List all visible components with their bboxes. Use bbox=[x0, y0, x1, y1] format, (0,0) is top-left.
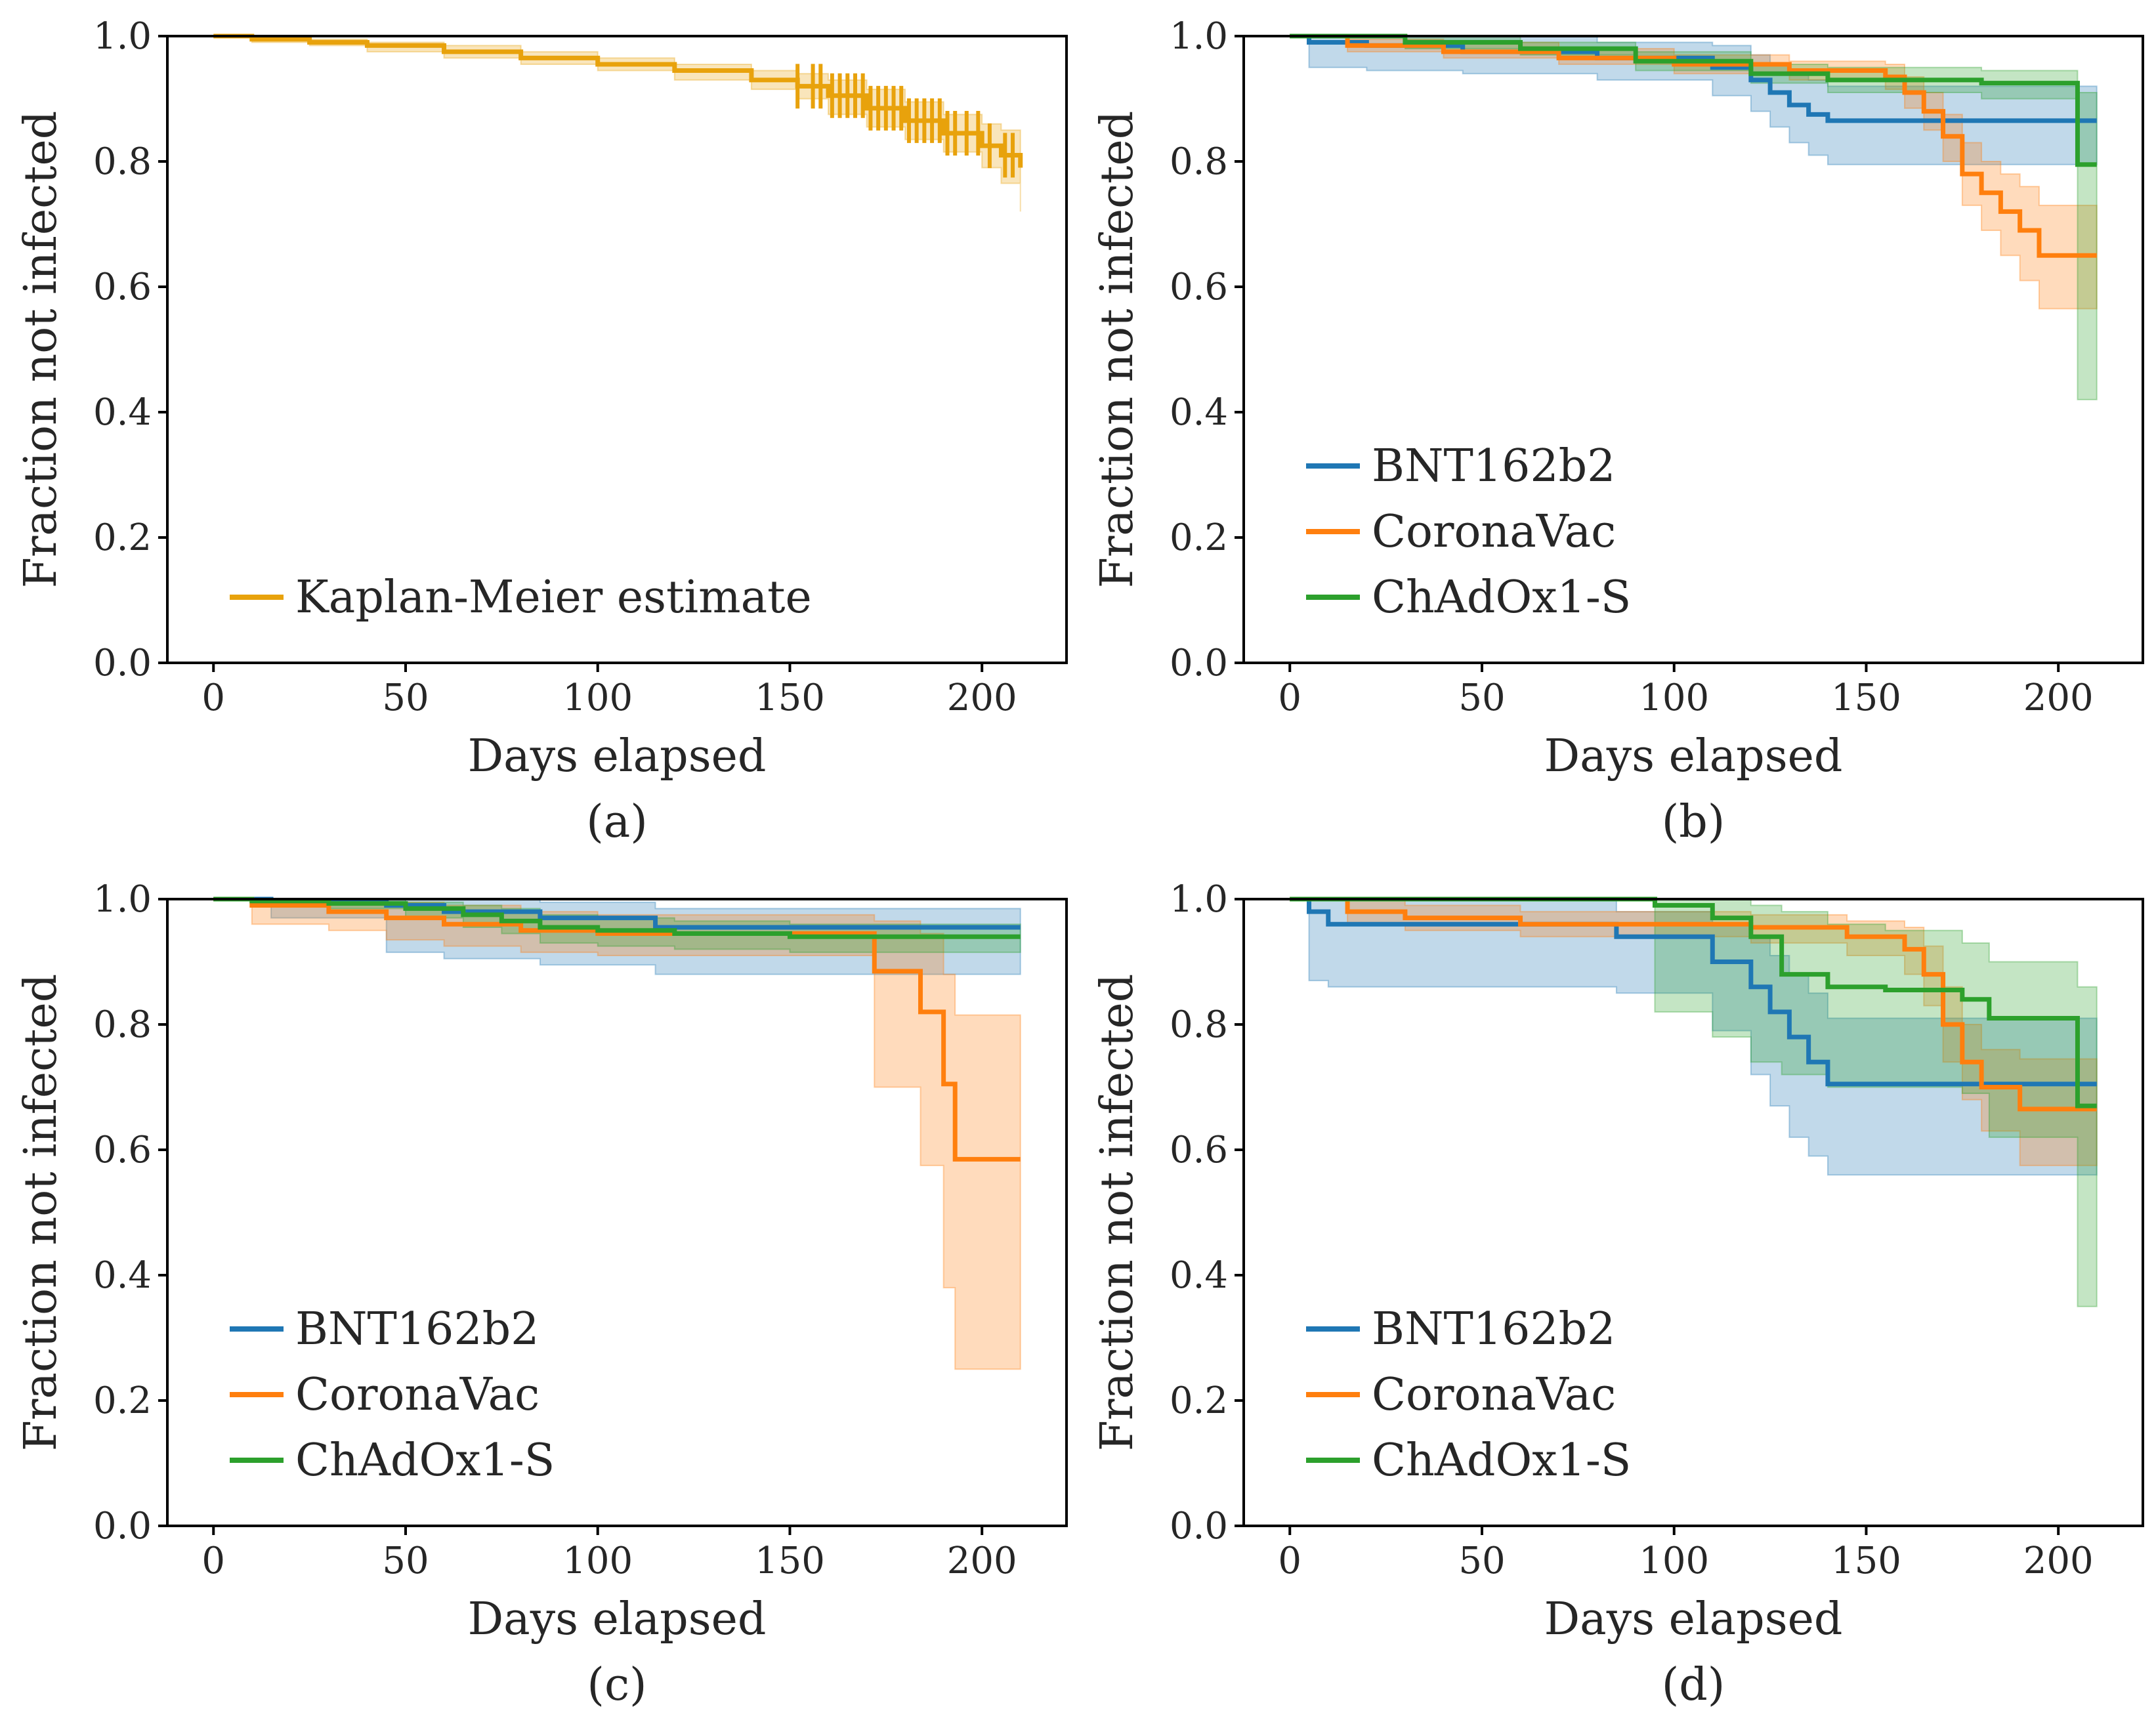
y-tick-label: 0.6 bbox=[93, 1129, 152, 1171]
x-axis-label: Days elapsed bbox=[1544, 730, 1843, 782]
panel-label: (c) bbox=[587, 1659, 646, 1711]
x-axis-label: Days elapsed bbox=[468, 730, 767, 782]
y-tick-label: 0.2 bbox=[93, 516, 152, 559]
legend-label: BNT162b2 bbox=[295, 1303, 539, 1355]
panel-label: (d) bbox=[1662, 1659, 1725, 1711]
legend-label: Kaplan-Meier estimate bbox=[295, 572, 812, 623]
legend-label: CoronaVac bbox=[1372, 1369, 1616, 1421]
panel-b: 0 50 100 150 200 0.0 0.2 0.4 0.6 0.8 1.0 Days elaps… bbox=[1091, 15, 2144, 848]
x-tick-label: 0 bbox=[1278, 677, 1301, 719]
x-tick-label: 50 bbox=[382, 677, 429, 719]
y-tick-label: 0.2 bbox=[1170, 1380, 1228, 1422]
x-tick-label: 100 bbox=[562, 677, 633, 719]
y-tick-label: 0.2 bbox=[1170, 516, 1228, 559]
series-line-CoronaVac bbox=[213, 896, 1021, 1162]
series-line-CoronaVac bbox=[1290, 896, 2097, 1112]
y-tick-label: 0.6 bbox=[1170, 1129, 1228, 1171]
ci-band-ChAdOx1-S bbox=[1290, 898, 2098, 1307]
plot-frame bbox=[1242, 898, 2144, 1527]
y-tick-label: 0.0 bbox=[1170, 1505, 1228, 1548]
legend-label: CoronaVac bbox=[1372, 506, 1616, 558]
x-axis-label: Days elapsed bbox=[468, 1593, 767, 1645]
y-tick-label: 0.8 bbox=[93, 1003, 152, 1046]
legend-label: BNT162b2 bbox=[1372, 1303, 1615, 1355]
panel-c: 0 50 100 150 200 0.0 0.2 0.4 0.6 0.8 1.0 Days elaps… bbox=[15, 878, 1068, 1711]
legend-label: ChAdOx1-S bbox=[295, 1435, 555, 1486]
y-tick-label: 0.8 bbox=[93, 140, 152, 183]
x-tick-label: 100 bbox=[562, 1540, 633, 1582]
plot-frame bbox=[166, 898, 1068, 1527]
x-tick-label: 150 bbox=[1831, 1540, 1901, 1582]
y-axis-label: Fraction not infected bbox=[1091, 974, 1143, 1452]
x-tick-label: 100 bbox=[1639, 1540, 1709, 1582]
y-tick-label: 0.8 bbox=[1170, 140, 1228, 183]
x-tick-label: 50 bbox=[382, 1540, 429, 1582]
ci-band-BNT162b2 bbox=[1290, 35, 2098, 165]
x-tick-label: 150 bbox=[755, 677, 825, 719]
y-tick-label: 1.0 bbox=[1170, 15, 1228, 58]
y-tick-label: 0.0 bbox=[93, 1505, 152, 1548]
y-tick-label: 0.4 bbox=[93, 1254, 152, 1297]
plot-frame bbox=[1242, 35, 2144, 664]
x-tick-label: 200 bbox=[947, 1540, 1017, 1582]
series-line-ChAdOx1-S bbox=[213, 896, 1021, 939]
y-tick-label: 0.4 bbox=[1170, 1254, 1228, 1297]
series-line-CoronaVac bbox=[1290, 33, 2097, 258]
x-tick-label: 0 bbox=[201, 1540, 225, 1582]
ci-band-ChAdOx1-S bbox=[1290, 35, 2098, 400]
y-axis-label: Fraction not infected bbox=[1091, 111, 1143, 589]
y-tick-label: 0.8 bbox=[1170, 1003, 1228, 1046]
legend-label: CoronaVac bbox=[295, 1369, 539, 1421]
x-tick-label: 0 bbox=[201, 677, 225, 719]
panel-label: (a) bbox=[586, 796, 648, 848]
panel-d: 0 50 100 150 200 0.0 0.2 0.4 0.6 0.8 1.0 Days elaps… bbox=[1091, 878, 2144, 1711]
series-line-BNT162b2 bbox=[1290, 896, 2097, 1087]
y-tick-label: 1.0 bbox=[93, 15, 152, 58]
y-tick-label: 0.6 bbox=[93, 266, 152, 308]
x-tick-label: 100 bbox=[1639, 677, 1709, 719]
ci-band-CoronaVac bbox=[213, 898, 1021, 1370]
y-axis-label: Fraction not infected bbox=[15, 974, 67, 1452]
legend-label: ChAdOx1-S bbox=[1372, 572, 1631, 623]
y-tick-label: 1.0 bbox=[1170, 878, 1228, 921]
x-tick-label: 200 bbox=[2023, 1540, 2094, 1582]
x-tick-label: 150 bbox=[1831, 677, 1901, 719]
x-tick-label: 150 bbox=[755, 1540, 825, 1582]
x-tick-label: 0 bbox=[1278, 1540, 1301, 1582]
x-tick-label: 50 bbox=[1458, 677, 1505, 719]
y-tick-label: 0.4 bbox=[1170, 391, 1228, 434]
x-tick-label: 200 bbox=[2023, 677, 2094, 719]
y-tick-label: 0.0 bbox=[93, 642, 152, 685]
y-axis-label: Fraction not infected bbox=[15, 111, 67, 589]
y-tick-label: 0.6 bbox=[1170, 266, 1228, 308]
legend-label: BNT162b2 bbox=[1372, 440, 1615, 492]
ci-band-CoronaVac bbox=[1290, 898, 2098, 1166]
y-tick-label: 0.0 bbox=[1170, 642, 1228, 685]
y-tick-label: 0.2 bbox=[93, 1380, 152, 1422]
series-line-ChAdOx1-S bbox=[1290, 33, 2097, 167]
series-line-ChAdOx1-S bbox=[1290, 896, 2097, 1108]
plot-frame bbox=[166, 35, 1068, 664]
x-tick-label: 200 bbox=[947, 677, 1017, 719]
y-tick-label: 1.0 bbox=[93, 878, 152, 921]
x-axis-label: Days elapsed bbox=[1544, 1593, 1843, 1645]
panel-a: 0 50 100 150 200 0.0 0.2 0.4 0.6 0.8 1.0 Days elaps… bbox=[15, 15, 1068, 848]
x-tick-label: 50 bbox=[1458, 1540, 1505, 1582]
legend-label: ChAdOx1-S bbox=[1372, 1435, 1631, 1486]
series-line-Kaplan-Meier estimate bbox=[213, 33, 1023, 168]
panel-label: (b) bbox=[1662, 796, 1725, 848]
y-tick-label: 0.4 bbox=[93, 391, 152, 434]
